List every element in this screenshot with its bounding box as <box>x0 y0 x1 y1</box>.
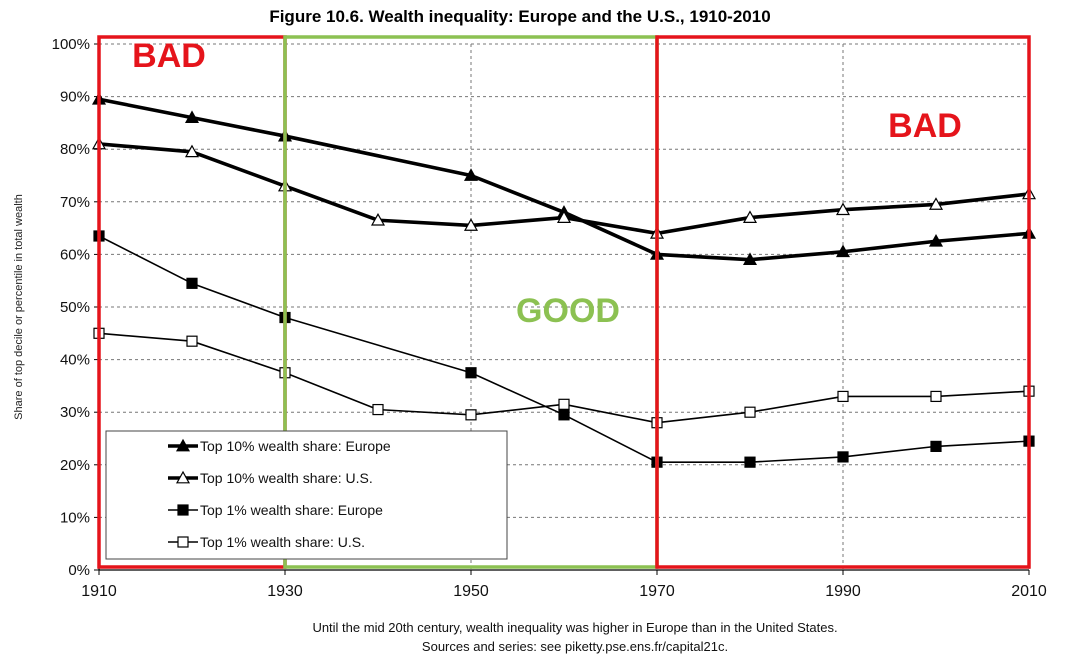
data-point <box>186 277 198 289</box>
data-point <box>463 218 479 231</box>
chart-title: Figure 10.6. Wealth inequality: Europe a… <box>269 7 770 26</box>
annotation-label: GOOD <box>516 292 620 330</box>
x-tick-label: 1930 <box>267 583 303 600</box>
legend-marker <box>175 438 191 452</box>
y-tick-label: 60% <box>60 246 90 263</box>
data-point <box>184 144 200 158</box>
legend-entry: Top 10% wealth share: Europe <box>168 438 391 454</box>
y-tick-label: 20% <box>60 457 90 474</box>
legend-marker <box>175 470 191 484</box>
x-tick-label: 1990 <box>825 583 861 600</box>
legend-label: Top 1% wealth share: Europe <box>200 502 383 518</box>
data-point <box>744 456 756 468</box>
series-line <box>98 97 1030 262</box>
data-point <box>372 403 384 416</box>
axes: 0% 10% 20% 30% 40% 50% 60% 70% 80% 90% 100% 1910 193… <box>52 36 1047 600</box>
y-tick-label: 30% <box>60 404 90 421</box>
annotations: BAD GOOD BAD <box>97 35 1031 569</box>
data-point <box>465 409 477 421</box>
data-point <box>744 406 756 418</box>
x-tick-label: 1910 <box>81 583 117 600</box>
annotation-box <box>655 35 1031 569</box>
data-point <box>930 440 942 452</box>
data-point <box>928 234 944 247</box>
legend-entry: Top 10% wealth share: U.S. <box>168 470 373 486</box>
y-tick-label: 100% <box>52 36 90 53</box>
x-tick-label: 2010 <box>1011 583 1047 600</box>
annotation-label: BAD <box>132 37 206 75</box>
data-point <box>556 210 572 223</box>
data-point <box>930 390 942 403</box>
y-tick-label: 10% <box>60 509 90 526</box>
data-point <box>558 409 570 421</box>
y-axis-label: Share of top decile or percentile in tot… <box>13 194 25 420</box>
legend-label: Top 10% wealth share: Europe <box>200 438 391 454</box>
series-2 <box>91 136 1037 239</box>
legend-label: Top 10% wealth share: U.S. <box>200 470 373 486</box>
data-point <box>928 197 944 210</box>
data-point <box>742 252 758 266</box>
y-tick-label: 80% <box>60 141 90 158</box>
legend-label: Top 1% wealth share: U.S. <box>200 534 365 550</box>
x-tick-label: 1950 <box>453 583 489 600</box>
data-point <box>463 168 479 181</box>
data-point <box>837 451 849 463</box>
data-point <box>370 212 386 226</box>
series-line <box>98 235 1030 463</box>
legend: Top 10% wealth share: Europe Top 10% weal… <box>105 430 508 560</box>
x-tick-label: 1970 <box>639 583 675 600</box>
legend-box <box>105 430 508 560</box>
legend-marker <box>177 536 189 548</box>
y-tick-label: 0% <box>68 562 90 579</box>
y-tick-label: 70% <box>60 194 90 211</box>
legend-entry: Top 1% wealth share: U.S. <box>168 534 365 550</box>
data-point <box>835 244 851 258</box>
legend-entry: Top 1% wealth share: Europe <box>168 502 383 518</box>
y-tick-label: 50% <box>60 299 90 316</box>
data-point <box>186 335 198 347</box>
data-point <box>835 202 851 216</box>
data-point <box>742 210 758 223</box>
data-point <box>837 390 849 403</box>
y-tick-label: 40% <box>60 352 90 369</box>
data-point <box>465 367 477 379</box>
data-point <box>558 398 570 410</box>
caption-line-2: Sources and series: see piketty.pse.ens.… <box>422 639 728 654</box>
legend-marker <box>177 504 189 516</box>
caption-line-1: Until the mid 20th century, wealth inequ… <box>312 620 837 635</box>
y-tick-label: 90% <box>60 89 90 106</box>
annotation-label: BAD <box>888 107 962 145</box>
grid <box>99 43 1030 570</box>
data-point <box>184 110 200 124</box>
